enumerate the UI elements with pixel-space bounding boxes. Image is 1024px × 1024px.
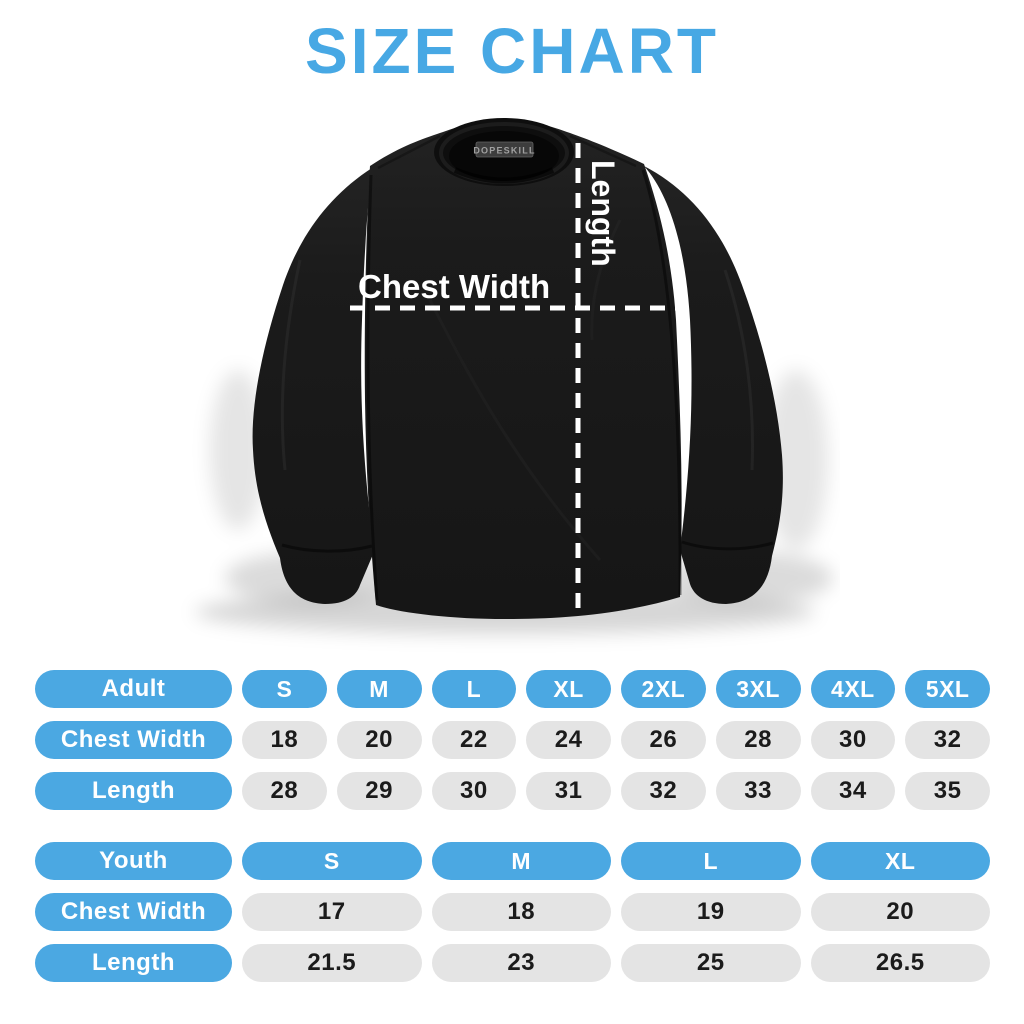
adult-size-table: Adult S M L XL 2XL 3XL 4XL 5XL Chest Width 18 20 22 2… bbox=[35, 670, 990, 810]
youth-length-M: 23 bbox=[431, 944, 611, 982]
adult-size-header-2XL: 2XL bbox=[621, 670, 706, 708]
adult-table-label: Adult bbox=[35, 670, 232, 708]
youth-length-XL: 26.5 bbox=[810, 944, 990, 982]
chest-width-label: Chest Width bbox=[358, 268, 550, 305]
adult-length-S: 28 bbox=[242, 772, 327, 810]
adult-size-header-XL: XL bbox=[526, 670, 611, 708]
shirt-seams bbox=[281, 169, 774, 601]
adult-length-L: 30 bbox=[431, 772, 517, 810]
shirt-wrinkles bbox=[280, 219, 755, 561]
shirt-figure: DOPESKILL Chest Width Length bbox=[180, 95, 840, 655]
adult-row-label-chest-width: Chest Width bbox=[35, 721, 232, 759]
adult-size-header-M: M bbox=[336, 670, 422, 708]
youth-row-label-length: Length bbox=[35, 944, 232, 982]
shirt-left-sleeve bbox=[252, 168, 374, 604]
shirt-shoulder-seams bbox=[377, 134, 637, 170]
adult-chest-width-4XL: 30 bbox=[810, 721, 896, 759]
youth-size-header-XL: XL bbox=[810, 842, 990, 880]
shirt-image: DOPESKILL Chest Width Length bbox=[195, 118, 833, 634]
adult-size-header-3XL: 3XL bbox=[715, 670, 801, 708]
collar-tag: DOPESKILL bbox=[473, 141, 535, 158]
adult-length-2XL: 32 bbox=[621, 772, 706, 810]
youth-chest-width-S: 17 bbox=[242, 893, 422, 931]
youth-chest-width-L: 19 bbox=[621, 893, 801, 931]
shirt-right-sleeve bbox=[644, 166, 783, 604]
youth-size-header-L: L bbox=[621, 842, 801, 880]
youth-table-label: Youth bbox=[35, 842, 232, 880]
collar-tag-label: DOPESKILL bbox=[473, 146, 535, 156]
adult-length-3XL: 33 bbox=[715, 772, 801, 810]
adult-size-header-L: L bbox=[431, 670, 517, 708]
youth-length-S: 21.5 bbox=[242, 944, 422, 982]
adult-chest-width-M: 20 bbox=[336, 721, 422, 759]
adult-size-header-5XL: 5XL bbox=[905, 670, 990, 708]
adult-chest-width-S: 18 bbox=[242, 721, 327, 759]
adult-row-label-length: Length bbox=[35, 772, 232, 810]
shirt-torso bbox=[364, 120, 682, 619]
page-title: SIZE CHART bbox=[305, 15, 719, 87]
adult-chest-width-XL: 24 bbox=[526, 721, 611, 759]
youth-chest-width-M: 18 bbox=[431, 893, 611, 931]
youth-size-header-M: M bbox=[431, 842, 611, 880]
youth-row-label-chest-width: Chest Width bbox=[35, 893, 232, 931]
adult-chest-width-5XL: 32 bbox=[905, 721, 990, 759]
adult-length-4XL: 34 bbox=[810, 772, 896, 810]
adult-length-5XL: 35 bbox=[905, 772, 990, 810]
adult-chest-width-3XL: 28 bbox=[715, 721, 801, 759]
adult-chest-width-L: 22 bbox=[431, 721, 517, 759]
adult-length-M: 29 bbox=[336, 772, 422, 810]
youth-size-table: Youth S M L XL Chest Width 17 18 19 20 Length 21.5 2… bbox=[35, 842, 990, 982]
youth-size-header-S: S bbox=[242, 842, 422, 880]
youth-length-L: 25 bbox=[621, 944, 801, 982]
adult-size-header-4XL: 4XL bbox=[810, 670, 896, 708]
adult-chest-width-2XL: 26 bbox=[621, 721, 706, 759]
youth-chest-width-XL: 20 bbox=[810, 893, 990, 931]
adult-size-header-S: S bbox=[242, 670, 327, 708]
length-label: Length bbox=[585, 160, 621, 267]
adult-length-XL: 31 bbox=[526, 772, 611, 810]
